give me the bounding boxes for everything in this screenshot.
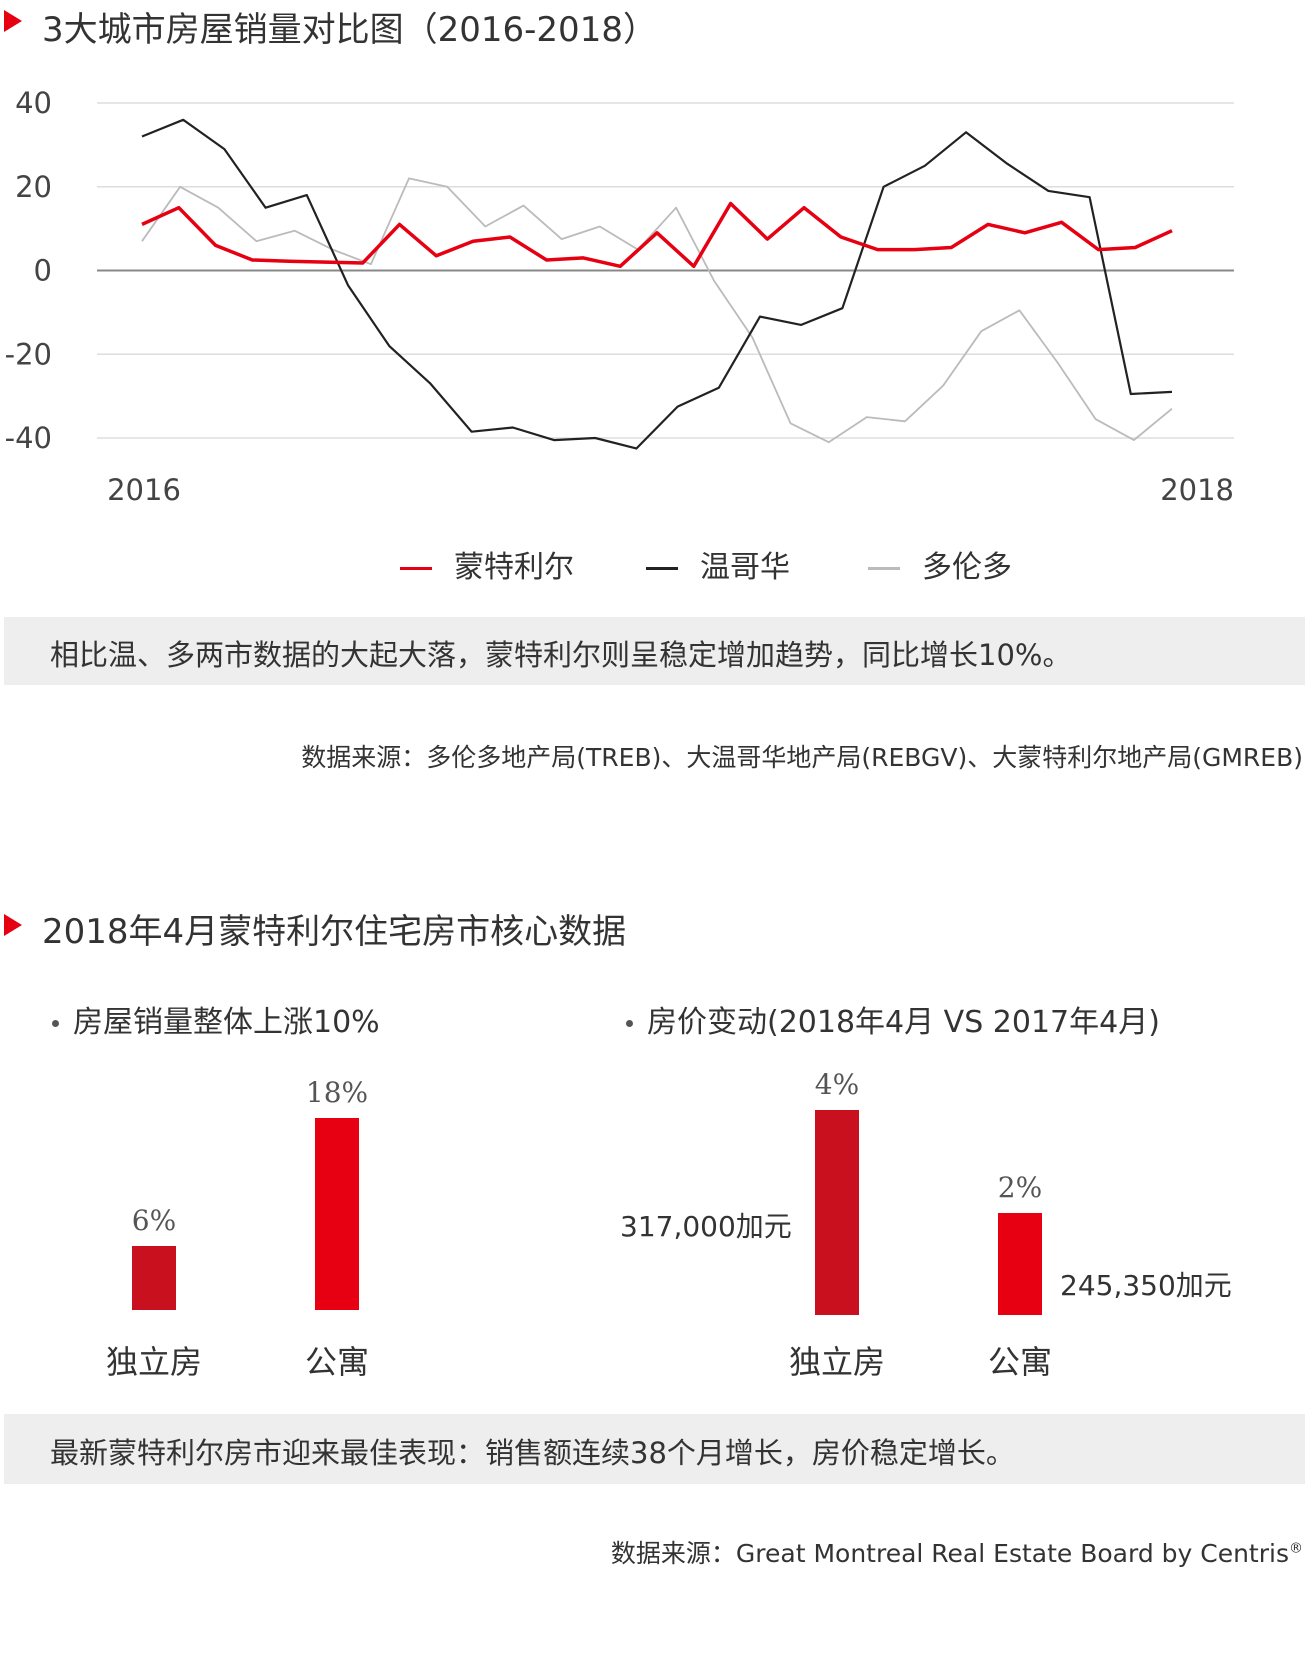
bullet-dot-icon xyxy=(52,1020,59,1027)
section-title-montreal-core-data: 2018年4月蒙特利尔住宅房市核心数据 xyxy=(42,912,627,952)
y-tick-label: 0 xyxy=(34,254,52,288)
y-tick-label: 20 xyxy=(15,170,52,204)
price-label-condo: 245,350加元 xyxy=(1060,1269,1232,1302)
section-marker-icon xyxy=(4,10,22,32)
bar-chart-sales: 6% 独立房 18% 公寓 xyxy=(0,1060,650,1400)
y-tick-label: -40 xyxy=(5,421,52,455)
bar-value-label: 2% xyxy=(997,1170,1043,1204)
bar-value-label: 6% xyxy=(131,1204,177,1237)
bar-category-label: 独立房 xyxy=(788,1343,886,1381)
right-heading: 房价变动(2018年4月 VS 2017年4月) xyxy=(626,997,1160,1041)
legend-swatch-vancouver xyxy=(646,567,678,570)
series-line-montreal xyxy=(141,201,1173,269)
left-heading-text: 房屋销量整体上涨10% xyxy=(73,1005,380,1040)
bar-condo xyxy=(315,1118,359,1310)
left-heading: 房屋销量整体上涨10% xyxy=(52,997,380,1041)
bar-category-label: 独立房 xyxy=(105,1343,203,1381)
registered-mark: ® xyxy=(1289,1540,1303,1557)
legend-label-vancouver: 温哥华 xyxy=(700,550,790,585)
section-marker-icon xyxy=(4,914,22,936)
source-prefix-2: 数据来源： xyxy=(610,1539,736,1568)
summary-text-1: 相比温、多两市数据的大起大落，蒙特利尔则呈稳定增加趋势，同比增长10%。 xyxy=(50,638,1072,672)
source-name-2: Great Montreal Real Estate Board by Cent… xyxy=(735,1539,1289,1568)
summary-band-2: 最新蒙特利尔房市迎来最佳表现：销售额连续38个月增长，房价稳定增长。 xyxy=(4,1414,1305,1484)
legend-swatch-montreal xyxy=(400,567,432,570)
source-line-2: 数据来源：Great Montreal Real Estate Board by… xyxy=(611,1534,1303,1570)
line-chart: 40 20 0 -20 -40 2016 2018 xyxy=(0,80,1307,520)
summary-text-2: 最新蒙特利尔房市迎来最佳表现：销售额连续38个月增长，房价稳定增长。 xyxy=(50,1436,1015,1470)
bar-chart-price: 4% 独立房 2% 公寓 317,000加元 245,350加元 xyxy=(0,1060,1307,1400)
summary-band-1: 相比温、多两市数据的大起大落，蒙特利尔则呈稳定增加趋势，同比增长10%。 xyxy=(4,617,1305,685)
x-tick-label: 2018 xyxy=(1160,473,1234,507)
legend-item-vancouver: 温哥华 xyxy=(646,542,790,586)
y-tick-label: -20 xyxy=(5,337,52,371)
bar-detached xyxy=(815,1110,859,1315)
source-line-1: 数据来源：多伦多地产局(TREB)、大温哥华地产局(REBGV)、大蒙特利尔地产… xyxy=(301,743,1303,772)
bar-value-label: 18% xyxy=(305,1076,369,1109)
bar-condo xyxy=(998,1212,1042,1315)
section-title-sales-comparison: 3大城市房屋销量对比图（2016-2018） xyxy=(42,10,657,50)
price-label-detached: 317,000加元 xyxy=(620,1210,792,1243)
bullet-dot-icon xyxy=(626,1020,633,1027)
x-tick-label: 2016 xyxy=(107,473,181,507)
series-line-vancouver xyxy=(141,118,1173,450)
legend-label-montreal: 蒙特利尔 xyxy=(454,550,574,585)
series-line-toronto xyxy=(141,177,1173,444)
line-chart-svg: 40 20 0 -20 -40 2016 2018 xyxy=(5,86,1234,507)
bar-value-label: 4% xyxy=(814,1068,860,1101)
legend-label-toronto: 多伦多 xyxy=(922,550,1012,585)
bar-detached xyxy=(132,1246,176,1310)
right-heading-text: 房价变动(2018年4月 VS 2017年4月) xyxy=(647,1005,1160,1040)
legend-item-montreal: 蒙特利尔 xyxy=(400,542,574,586)
bar-category-label: 公寓 xyxy=(987,1343,1053,1381)
legend-item-toronto: 多伦多 xyxy=(868,542,1012,586)
bar-category-label: 公寓 xyxy=(304,1343,370,1381)
legend-swatch-toronto xyxy=(868,567,900,570)
y-tick-label: 40 xyxy=(15,86,52,120)
